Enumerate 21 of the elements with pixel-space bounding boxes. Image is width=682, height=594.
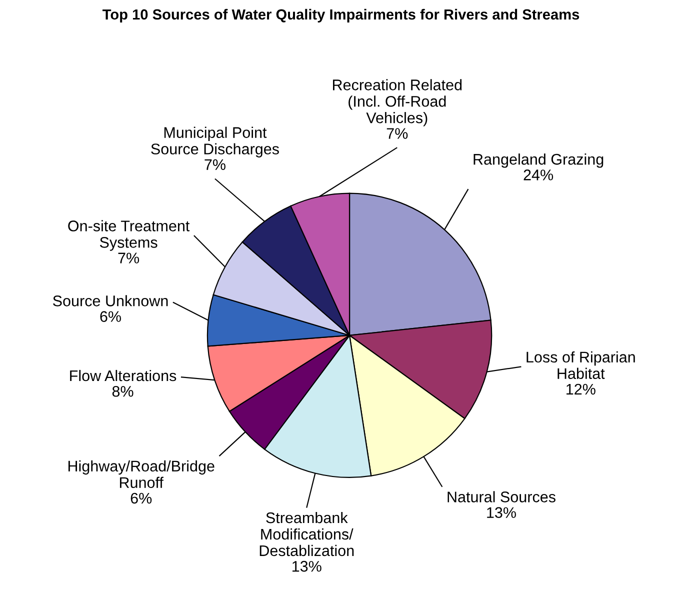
slice-label: Source Unknown bbox=[53, 295, 168, 306]
data-label: 13% bbox=[292, 560, 322, 572]
slice-label: Highway/Road/Bridge Runoff bbox=[68, 460, 214, 488]
slice-label: Natural Sources bbox=[448, 491, 556, 502]
data-label: 13% bbox=[487, 507, 516, 518]
slice-label: Rangeland Grazing bbox=[474, 153, 604, 168]
slice-label: On-site Treatment Systems bbox=[68, 220, 190, 251]
slice-label: Recreation Related (Incl. Off-Road Vehicles) bbox=[333, 79, 462, 126]
data-label: 7% bbox=[204, 159, 226, 170]
slice-label: Streambank Modifications/ Destablization bbox=[260, 512, 354, 556]
slice-label: Municipal Point Source Discharges bbox=[151, 126, 279, 158]
data-label: 24% bbox=[524, 170, 554, 180]
slice-label: Flow Alterations bbox=[70, 370, 176, 382]
data-label: 7% bbox=[386, 128, 408, 139]
slice-label: Loss of Riparian Habitat bbox=[526, 351, 635, 380]
data-label: 6% bbox=[100, 311, 121, 322]
chart-title: Top 10 Sources of Water Quality Impairments for Rivers and Streams bbox=[102, 8, 580, 23]
data-label: 12% bbox=[566, 384, 596, 395]
data-label: 6% bbox=[130, 492, 152, 504]
data-label: 8% bbox=[112, 386, 134, 397]
data-label: 7% bbox=[118, 252, 140, 264]
